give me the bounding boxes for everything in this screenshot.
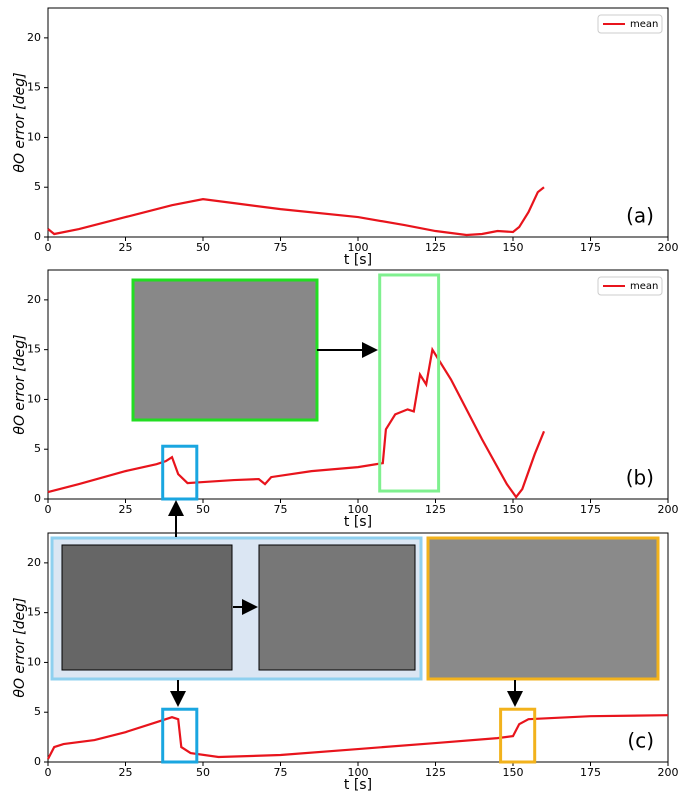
plot-area (48, 8, 668, 237)
x-tick-label: 50 (196, 503, 210, 516)
legend-label: mean (630, 19, 658, 30)
y-tick-label: 5 (34, 180, 41, 193)
photo (259, 545, 415, 670)
panel-label: (b) (626, 466, 654, 490)
y-tick-label: 0 (34, 230, 41, 243)
x-tick-label: 150 (503, 503, 524, 516)
panel-label: (a) (626, 204, 654, 228)
x-tick-label: 25 (119, 766, 133, 779)
x-tick-label: 200 (658, 503, 679, 516)
y-tick-label: 20 (27, 556, 41, 569)
photo (428, 538, 658, 679)
y-axis-label: θO error [deg] (12, 334, 28, 434)
y-tick-label: 15 (27, 606, 41, 619)
x-tick-label: 150 (503, 241, 524, 254)
y-tick-label: 20 (27, 293, 41, 306)
x-tick-label: 125 (425, 241, 446, 254)
x-tick-label: 0 (45, 241, 52, 254)
y-tick-label: 20 (27, 31, 41, 44)
photo (62, 545, 232, 670)
x-tick-label: 175 (580, 766, 601, 779)
y-axis-label: θO error [deg] (12, 72, 28, 172)
photo (133, 280, 317, 420)
y-tick-label: 10 (27, 655, 41, 668)
y-tick-label: 10 (27, 392, 41, 405)
y-tick-label: 0 (34, 492, 41, 505)
figure: 051015200255075100125150175200t [s]θO er… (0, 0, 680, 793)
x-tick-label: 25 (119, 241, 133, 254)
x-tick-label: 175 (580, 503, 601, 516)
x-tick-label: 175 (580, 241, 601, 254)
x-tick-label: 200 (658, 766, 679, 779)
x-tick-label: 125 (425, 503, 446, 516)
x-tick-label: 50 (196, 241, 210, 254)
x-tick-label: 200 (658, 241, 679, 254)
legend-label: mean (630, 281, 658, 292)
y-tick-label: 5 (34, 705, 41, 718)
y-tick-label: 10 (27, 130, 41, 143)
x-tick-label: 125 (425, 766, 446, 779)
x-tick-label: 75 (274, 766, 288, 779)
y-tick-label: 15 (27, 343, 41, 356)
x-tick-label: 150 (503, 766, 524, 779)
y-tick-label: 0 (34, 755, 41, 768)
y-axis-label: θO error [deg] (12, 597, 28, 697)
y-tick-label: 5 (34, 442, 41, 455)
x-tick-label: 0 (45, 503, 52, 516)
x-tick-label: 25 (119, 503, 133, 516)
x-tick-label: 0 (45, 766, 52, 779)
y-tick-label: 15 (27, 81, 41, 94)
x-tick-label: 50 (196, 766, 210, 779)
x-axis-label: t [s] (344, 514, 372, 530)
x-axis-label: t [s] (344, 777, 372, 793)
x-tick-label: 75 (274, 241, 288, 254)
x-tick-label: 75 (274, 503, 288, 516)
x-axis-label: t [s] (344, 252, 372, 268)
panel-label: (c) (627, 729, 654, 753)
